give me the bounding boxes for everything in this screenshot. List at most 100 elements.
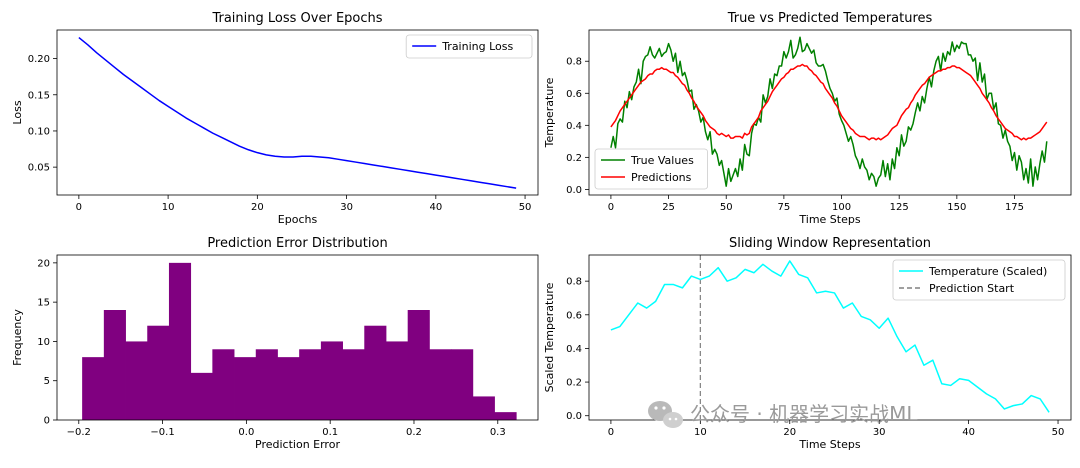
x-tick-label: 0.1 — [322, 427, 338, 438]
y-tick-label: 0.05 — [28, 163, 50, 174]
x-tick-label: 50 — [1052, 427, 1065, 438]
y-tick-label: 0.4 — [566, 344, 582, 355]
y-tick-label: 0.8 — [566, 57, 582, 68]
histogram-bar — [234, 357, 257, 420]
x-tick-label: 0 — [76, 202, 82, 213]
y-tick-label: 0.20 — [28, 54, 50, 65]
x-tick-label: 150 — [947, 202, 966, 213]
histogram-bar — [103, 310, 126, 420]
histogram-bar — [168, 262, 192, 420]
x-tick-label: 25 — [662, 202, 675, 213]
histogram-bar — [320, 341, 343, 420]
chart-title: Sliding Window Representation — [729, 236, 931, 251]
x-tick-label: −0.2 — [67, 427, 91, 438]
histogram-bar — [364, 325, 387, 420]
histogram-bar — [429, 349, 452, 420]
y-tick-label: 10 — [37, 337, 50, 348]
chart-title: Prediction Error Distribution — [207, 236, 387, 251]
x-tick-label: 0 — [608, 202, 614, 213]
y-tick-label: 0.6 — [566, 310, 582, 321]
series-line-2 — [610, 63, 1048, 141]
x-axis-label: Time Steps — [798, 438, 860, 451]
histogram-bar — [385, 341, 409, 420]
series-line-1 — [78, 37, 517, 189]
chart-title: Training Loss Over Epochs — [211, 11, 382, 26]
y-tick-label: 0.2 — [566, 153, 582, 164]
histogram-bar — [190, 372, 213, 420]
histogram-bar — [212, 349, 235, 420]
chart-title: True vs Predicted Temperatures — [727, 11, 933, 26]
legend-box — [892, 259, 1066, 301]
histogram-bar — [472, 396, 495, 420]
axes-frame — [56, 254, 539, 421]
y-axis-label: Temperature — [543, 77, 556, 148]
x-tick-label: 20 — [783, 427, 796, 438]
y-tick-label: 0.2 — [566, 378, 582, 389]
y-tick-label: 0.0 — [566, 411, 582, 422]
legend-label: True Values — [630, 154, 694, 167]
y-tick-label: 0.0 — [566, 185, 582, 196]
y-tick-label: 0.6 — [566, 89, 582, 100]
series-line-1 — [610, 36, 1048, 187]
x-tick-label: 0.0 — [238, 427, 254, 438]
watermark: 公众号 · 机器学习实战ML — [648, 401, 918, 428]
x-tick-label: −0.1 — [150, 427, 174, 438]
x-tick-label: 30 — [340, 202, 353, 213]
series-line-1 — [610, 260, 1050, 413]
y-tick-label: 0.4 — [566, 121, 582, 132]
histogram-bar — [255, 349, 278, 420]
x-tick-label: 10 — [694, 427, 707, 438]
y-tick-label: 0.8 — [566, 277, 582, 288]
histogram-bar — [125, 341, 148, 420]
histogram-bar — [82, 357, 105, 420]
legend-label: Prediction Start — [929, 282, 1015, 295]
x-tick-label: 30 — [873, 427, 886, 438]
histogram-bar — [407, 310, 430, 420]
x-tick-label: 125 — [890, 202, 909, 213]
axes-frame — [588, 29, 1072, 196]
chart-true-vs-predicted: True vs Predicted Temperatures Time Steps… — [543, 11, 1072, 226]
x-tick-label: 40 — [962, 427, 975, 438]
legend: Temperature (Scaled) Prediction Start — [892, 259, 1066, 301]
histogram-bar — [147, 325, 170, 420]
y-tick-label: 0.10 — [28, 126, 50, 137]
legend: Training Loss — [405, 34, 533, 59]
legend-label: Training Loss — [441, 40, 513, 53]
y-tick-label: 20 — [37, 258, 50, 269]
legend-label: Predictions — [631, 171, 692, 184]
y-tick-label: 15 — [37, 298, 50, 309]
histogram-bar — [451, 349, 474, 420]
x-tick-label: 40 — [429, 202, 442, 213]
y-tick-label: 0 — [44, 416, 50, 427]
chart-error-distribution: Prediction Error Distribution Prediction … — [11, 236, 539, 451]
x-tick-label: 50 — [519, 202, 532, 213]
legend-label: Temperature (Scaled) — [928, 265, 1047, 278]
y-axis-label: Scaled Temperature — [543, 282, 556, 392]
x-axis-label: Time Steps — [798, 213, 860, 226]
wechat-icon — [648, 401, 683, 428]
legend: True Values Predictions — [594, 148, 708, 190]
legend-box — [405, 34, 533, 59]
watermark-text: 公众号 · 机器学习实战ML — [690, 402, 918, 426]
x-tick-label: 0.2 — [406, 427, 422, 438]
y-axis-label: Loss — [11, 100, 24, 124]
chart-sliding-window: Sliding Window Representation Time Steps S… — [543, 236, 1072, 451]
x-tick-label: 75 — [778, 202, 791, 213]
x-tick-label: 20 — [251, 202, 264, 213]
legend-box — [594, 148, 708, 190]
histogram-bar — [494, 412, 517, 420]
x-tick-label: 0.3 — [490, 427, 506, 438]
axes-frame — [588, 254, 1072, 421]
axes-frame — [56, 29, 539, 196]
y-axis-label: Frequency — [11, 309, 24, 366]
chart-training-loss: Training Loss Over Epochs Epochs Loss 0 10 20… — [11, 11, 539, 226]
histogram-bar — [299, 349, 322, 420]
histogram-bar — [342, 349, 365, 420]
x-tick-label: 50 — [720, 202, 733, 213]
histogram-bar — [277, 357, 300, 420]
x-axis-label: Epochs — [278, 213, 318, 226]
y-tick-label: 0.15 — [28, 90, 50, 101]
x-tick-label: 0 — [608, 427, 614, 438]
x-axis-label: Prediction Error — [255, 438, 340, 451]
